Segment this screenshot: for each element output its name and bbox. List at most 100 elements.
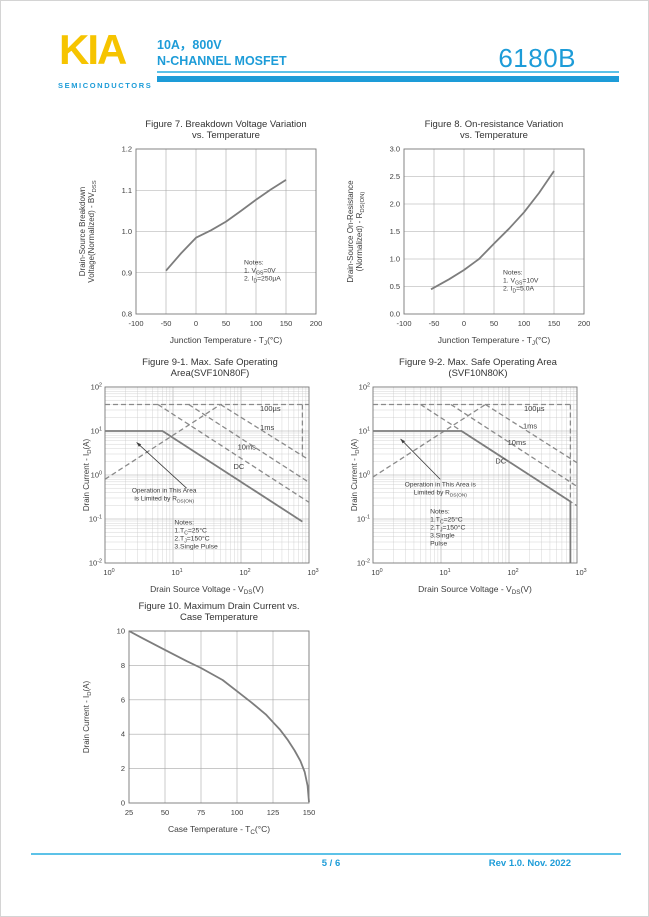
svg-text:10ms: 10ms: [238, 442, 257, 451]
figure9-2-plot: 100 101 102 103 10-2 10-1 100 101 102 100µs 1ms 10m…: [350, 382, 587, 596]
svg-text:25: 25: [125, 808, 133, 817]
svg-text:Case Temperature - TC(°C): Case Temperature - TC(°C): [168, 824, 270, 836]
figure7-title: Figure 7. Breakdown Voltage Variation vs…: [79, 119, 341, 141]
svg-text:200: 200: [578, 319, 591, 328]
footer-rule: [31, 853, 621, 855]
svg-text:Drain-Source On-Resistance: Drain-Source On-Resistance: [347, 180, 355, 283]
svg-text:1.TC=25°C: 1.TC=25°C: [430, 516, 463, 526]
svg-text:Voltage(Normalized) - BVDSS: Voltage(Normalized) - BVDSS: [87, 180, 98, 282]
svg-text:(Normalized) - RDS(ON): (Normalized) - RDS(ON): [355, 192, 366, 272]
svg-text:102: 102: [507, 568, 518, 577]
svg-text:2.0: 2.0: [390, 200, 400, 209]
svg-text:101: 101: [439, 568, 450, 577]
svg-text:102: 102: [359, 382, 370, 391]
svg-text:1ms: 1ms: [260, 423, 274, 432]
svg-text:Notes:: Notes:: [430, 509, 450, 516]
svg-text:150: 150: [303, 808, 316, 817]
figure9-1-plot: 100 101 102 103 10-2 10-1 100 101 102 100µs 1ms 10m…: [82, 382, 319, 596]
svg-text:0: 0: [462, 319, 466, 328]
svg-text:8: 8: [121, 661, 125, 670]
figure10-title: Figure 10. Maximum Drain Current vs. Cas…: [79, 601, 341, 623]
svg-text:1.1: 1.1: [122, 186, 132, 195]
figure9-2-block: Figure 9-2. Max. Safe Operating Area (SV…: [347, 357, 609, 605]
svg-text:10ms: 10ms: [508, 438, 527, 447]
svg-text:1.5: 1.5: [390, 227, 400, 236]
figure-title-line: Figure 9-1. Max. Safe Operating: [142, 357, 278, 368]
svg-text:2.TJ=150°C: 2.TJ=150°C: [430, 524, 465, 534]
svg-text:2. ID=250µA: 2. ID=250µA: [244, 276, 281, 285]
figure9-1-title: Figure 9-1. Max. Safe Operating Area(SVF…: [79, 357, 341, 379]
svg-text:100: 100: [231, 808, 244, 817]
svg-text:125: 125: [267, 808, 280, 817]
svg-text:50: 50: [161, 808, 169, 817]
svg-text:4: 4: [121, 730, 125, 739]
device-rating: 10A，800V: [157, 38, 222, 52]
svg-text:100: 100: [359, 470, 370, 479]
svg-text:-50: -50: [429, 319, 440, 328]
svg-text:102: 102: [239, 568, 250, 577]
svg-text:Notes:: Notes:: [174, 519, 194, 526]
svg-text:101: 101: [359, 426, 370, 435]
svg-text:200: 200: [310, 319, 323, 328]
svg-text:Notes:: Notes:: [503, 269, 523, 276]
svg-text:103: 103: [307, 568, 318, 577]
figure10-block: Figure 10. Maximum Drain Current vs. Cas…: [79, 601, 341, 845]
svg-text:101: 101: [171, 568, 182, 577]
figure-title-line: vs. Temperature: [192, 130, 260, 141]
figure-title-line: Figure 9-2. Max. Safe Operating Area: [399, 357, 557, 368]
svg-text:10-1: 10-1: [357, 514, 370, 523]
svg-text:1.2: 1.2: [122, 145, 132, 154]
header-thin-rule: [157, 71, 619, 73]
svg-text:Notes:: Notes:: [244, 260, 264, 267]
svg-text:2.5: 2.5: [390, 172, 400, 181]
figure7-plot: -100 -50 0 50 100 150 200 0.8 0.9 1.0 1.1 1.2 Notes:…: [79, 145, 323, 348]
svg-text:3.Single Pulse: 3.Single Pulse: [174, 543, 218, 550]
svg-text:Drain Current - ID(A): Drain Current - ID(A): [82, 681, 93, 754]
svg-text:50: 50: [222, 319, 230, 328]
svg-text:100: 100: [103, 568, 114, 577]
svg-text:-100: -100: [128, 319, 143, 328]
figure8-plot: -100 -50 0 50 100 150 200 0.0 0.5 1.0 1.5 2.0 2.5 3.0…: [347, 145, 591, 348]
svg-text:100µs: 100µs: [524, 404, 545, 413]
svg-text:0.9: 0.9: [122, 268, 132, 277]
svg-text:10-2: 10-2: [357, 558, 370, 567]
svg-text:2. ID=5.0A: 2. ID=5.0A: [503, 285, 534, 294]
svg-text:3.Single: 3.Single: [430, 533, 455, 540]
svg-text:1.0: 1.0: [390, 255, 400, 264]
svg-text:Operation in This Area: Operation in This Area: [132, 488, 197, 495]
figure8-title: Figure 8. On-resistance Variation vs. Te…: [347, 119, 609, 141]
svg-text:100: 100: [91, 470, 102, 479]
device-type: N-CHANNEL MOSFET: [157, 54, 287, 68]
svg-text:Drain Source Voltage - VDS(V): Drain Source Voltage - VDS(V): [418, 584, 532, 596]
svg-text:Drain Source Voltage - VDS(V): Drain Source Voltage - VDS(V): [150, 584, 264, 596]
svg-text:50: 50: [490, 319, 498, 328]
svg-text:102: 102: [91, 382, 102, 391]
svg-text:10: 10: [117, 627, 125, 636]
svg-text:-100: -100: [396, 319, 411, 328]
figure9-2-title: Figure 9-2. Max. Safe Operating Area (SV…: [347, 357, 609, 379]
svg-text:1.0: 1.0: [122, 227, 132, 236]
svg-text:100µs: 100µs: [260, 404, 281, 413]
svg-text:Junction Temperature - TJ(°C: Junction Temperature - TJ(°C): [170, 335, 283, 347]
svg-text:2.TJ=150°C: 2.TJ=150°C: [174, 534, 209, 544]
svg-text:Junction Temperature - TJ(°C: Junction Temperature - TJ(°C): [438, 335, 551, 347]
figure-title-line: Figure 8. On-resistance Variation: [424, 119, 564, 130]
figure9-1-block: Figure 9-1. Max. Safe Operating Area(SVF…: [79, 357, 341, 605]
svg-text:100: 100: [518, 319, 531, 328]
figure-title-line: vs. Temperature: [460, 130, 528, 141]
svg-text:6: 6: [121, 695, 125, 704]
svg-text:is Limited by RDS(ON): is Limited by RDS(ON): [134, 496, 194, 505]
svg-text:-50: -50: [161, 319, 172, 328]
svg-text:Operation in This Area is: Operation in This Area is: [405, 481, 477, 488]
svg-text:0: 0: [121, 799, 125, 808]
figure-title-line: Case Temperature: [180, 612, 258, 623]
svg-text:10-1: 10-1: [89, 514, 102, 523]
svg-text:Drain Current - ID(A): Drain Current - ID(A): [350, 439, 361, 512]
svg-text:Limited by RDS(ON): Limited by RDS(ON): [414, 489, 468, 498]
svg-text:0.5: 0.5: [390, 282, 400, 291]
figure-title-line: Figure 10. Maximum Drain Current vs.: [138, 601, 300, 612]
svg-text:150: 150: [280, 319, 293, 328]
svg-text:DC: DC: [495, 457, 506, 466]
figure10-plot: 25 50 75 100 125 150 0 2 4 6 8 10 Case Temperature -…: [82, 627, 316, 837]
